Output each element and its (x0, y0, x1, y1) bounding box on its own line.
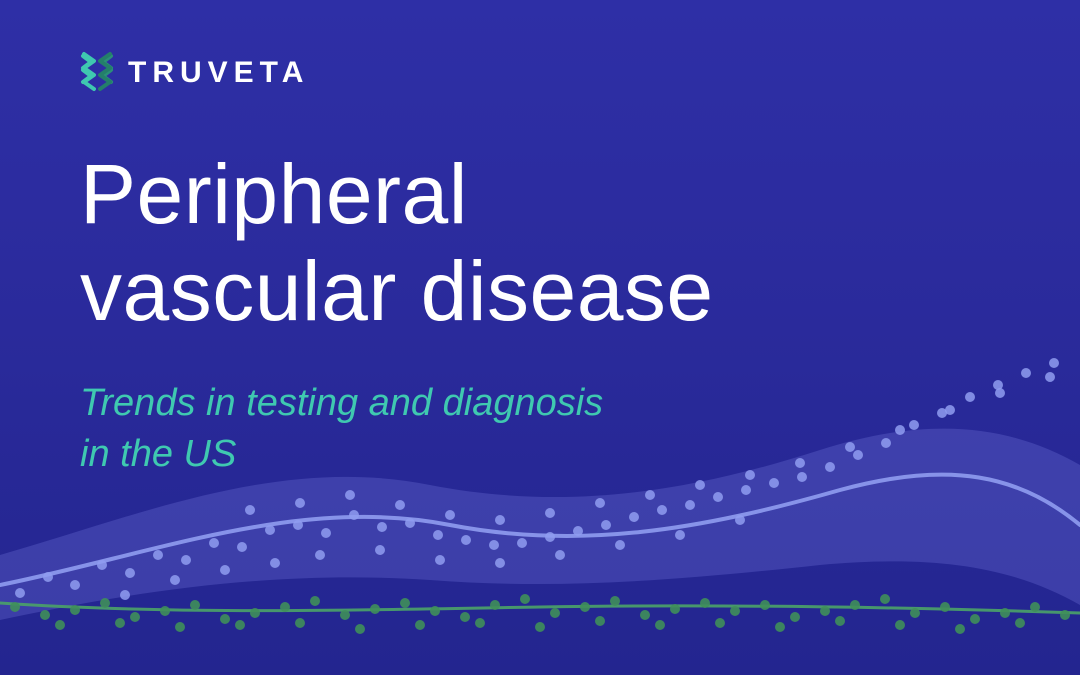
brand-logo: TRUVETA (80, 50, 309, 96)
truveta-logo-icon (80, 50, 114, 96)
page-subtitle: Trends in testing and diagnosisin the US (80, 378, 603, 481)
page-title: Peripheralvascular disease (80, 146, 714, 339)
hero-card: TRUVETA Peripheralvascular disease Trend… (0, 0, 1080, 675)
brand-name: TRUVETA (128, 56, 309, 90)
trend-lines (0, 475, 1080, 613)
